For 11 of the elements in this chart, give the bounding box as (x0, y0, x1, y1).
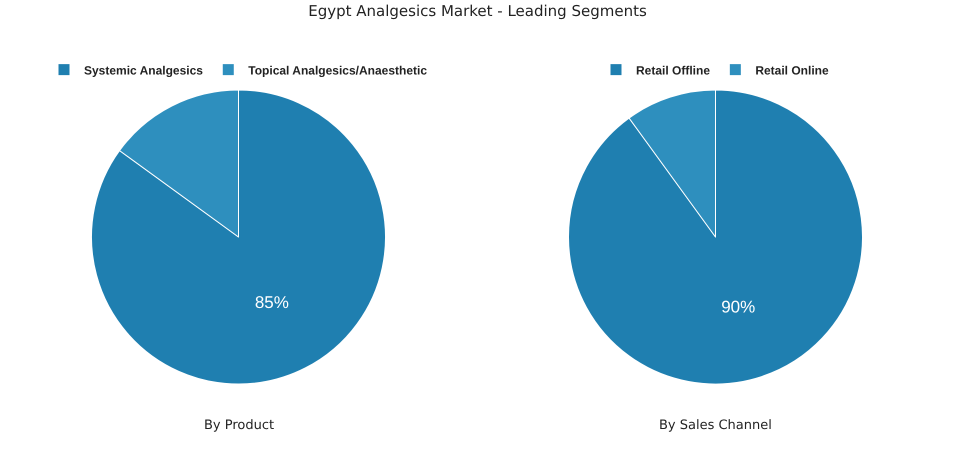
legend-label: Topical Analgesics/Anaesthetic (248, 63, 428, 78)
text: By Product (204, 418, 274, 433)
pie-slice (91, 90, 386, 384)
data-label: 85% (254, 292, 289, 312)
legend-label: Retail Offline (636, 63, 710, 78)
legend-label: Retail Online (755, 63, 830, 78)
pie-slice (568, 90, 863, 384)
text: By Sales Channel (659, 418, 772, 433)
text: Egypt Analgesics Market - Leading Segments (307, 1, 648, 22)
legend-label: Systemic Analgesics (84, 63, 204, 78)
data-label: 90% (721, 297, 756, 316)
